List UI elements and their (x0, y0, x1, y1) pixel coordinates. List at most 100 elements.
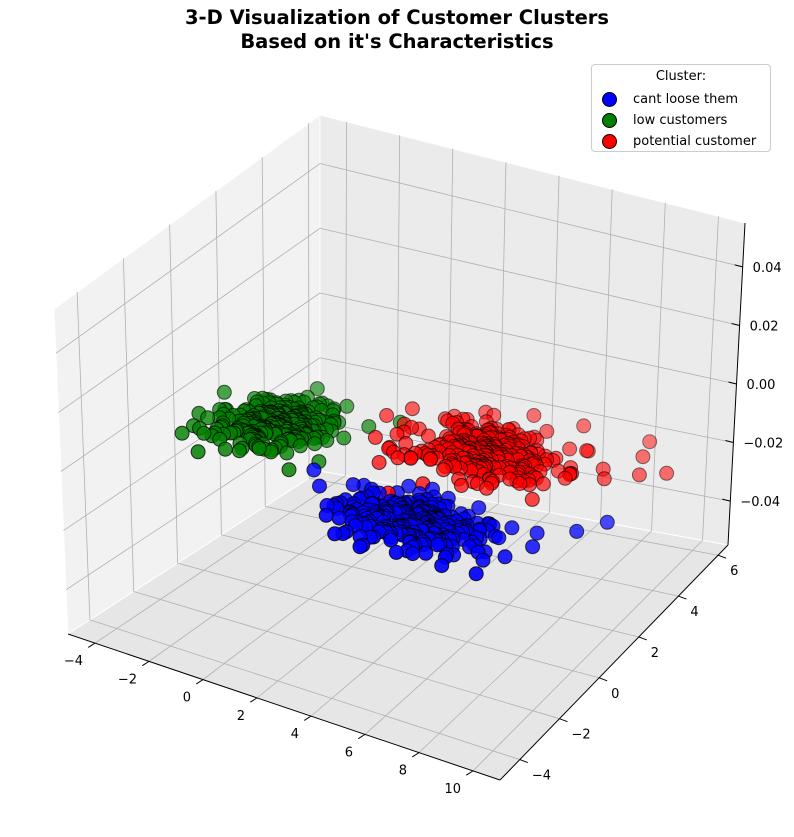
data-point (631, 467, 647, 483)
data-point (562, 441, 578, 457)
data-point (379, 408, 395, 423)
data-point (405, 546, 421, 562)
x-tick-label: 10 (444, 782, 461, 797)
data-point (403, 450, 419, 466)
data-point (468, 566, 484, 582)
data-point (251, 441, 267, 456)
x-tick-label: 6 (345, 745, 353, 760)
x-tick-mark (304, 715, 312, 721)
z-tick-label: 0.04 (753, 261, 782, 276)
y-tick-mark (678, 595, 687, 600)
data-point (512, 476, 528, 491)
legend-item-potential-customer: potential customer (602, 131, 756, 151)
legend-title: Cluster: (655, 69, 707, 84)
y-axis-line (499, 544, 729, 781)
x-grid-line (472, 540, 703, 772)
data-point (327, 526, 343, 542)
z-grid-line-left (55, 163, 321, 354)
legend: Cluster: cant loose them low customers p… (591, 64, 771, 152)
data-point (216, 384, 232, 400)
z-tick-label: −0.04 (740, 495, 780, 510)
data-point (529, 525, 545, 541)
data-point (524, 491, 540, 507)
data-point (436, 462, 451, 478)
data-point (422, 451, 438, 467)
z-grid-line (319, 292, 737, 385)
z-tick-label: 0.00 (747, 378, 776, 393)
data-point (579, 443, 595, 459)
data-point (217, 441, 233, 457)
z-tick-mark (734, 264, 743, 268)
y-tick-mark (559, 718, 568, 723)
data-point (434, 558, 450, 574)
x-grid-line (418, 530, 652, 753)
y-tick-label: 4 (690, 605, 698, 620)
data-point (231, 443, 247, 459)
data-point (642, 434, 658, 450)
data-point (539, 423, 555, 439)
data-point (404, 401, 420, 417)
z-grid-line (319, 357, 734, 443)
chart-title-line-1: 3-D Visualization of Customer Clusters (184, 6, 610, 29)
y-grid-line (133, 591, 560, 720)
data-point (361, 419, 377, 435)
data-point (525, 539, 541, 555)
legend-label: potential customer (633, 133, 757, 149)
y-tick-mark (638, 636, 647, 641)
data-point (318, 507, 334, 523)
x-grid-line (94, 475, 346, 644)
data-point (388, 544, 404, 560)
z-grid-line-left (63, 357, 321, 531)
x-tick-label: 8 (399, 764, 407, 779)
data-points (174, 381, 675, 582)
x-axis-line (67, 633, 501, 781)
data-point (576, 418, 592, 434)
axis-panes (53, 114, 746, 781)
y-tick-label: 6 (730, 564, 738, 579)
y-tick-mark (598, 677, 608, 682)
data-point (281, 462, 297, 478)
data-point (352, 539, 368, 555)
data-point (418, 545, 434, 561)
data-point (479, 480, 495, 496)
data-point (371, 455, 387, 470)
y-tick-label: 2 (651, 646, 659, 661)
x-tick-mark (88, 642, 96, 648)
data-point (196, 425, 212, 441)
data-point (174, 425, 190, 441)
x-grid-line (310, 512, 550, 717)
data-point (190, 444, 206, 460)
x-tick-label: 2 (237, 709, 245, 724)
data-point (307, 436, 323, 452)
data-point (312, 478, 327, 494)
z-tick-mark (731, 322, 740, 326)
y-tick-label: 0 (611, 687, 619, 702)
data-point (200, 410, 216, 426)
z-tick-mark (728, 381, 737, 385)
legend-marker-red (602, 133, 617, 149)
z-grid-line-left (58, 227, 321, 413)
data-point (471, 500, 487, 516)
chart-title-line-2: Based on it's Characteristics (240, 30, 554, 53)
data-point (292, 438, 308, 454)
legend-item-low-customers: low customers (602, 110, 727, 130)
data-point (596, 471, 612, 487)
y-tick-mark (519, 759, 529, 764)
x-tick-mark (466, 770, 474, 776)
y-grid-line (221, 534, 639, 638)
x-tick-mark (358, 733, 366, 740)
data-point (535, 476, 551, 492)
chart-title: 3-D Visualization of Customer Clusters B… (0, 6, 794, 54)
x-tick-label: 0 (183, 691, 191, 706)
z-grid-line (319, 227, 740, 326)
data-point (475, 552, 491, 568)
legend-label: cant loose them (633, 91, 739, 107)
data-point (309, 381, 325, 397)
x-tick-mark (142, 660, 150, 667)
legend-label: low customers (633, 112, 728, 128)
data-point (599, 514, 615, 530)
y-tick-label: −2 (571, 728, 590, 743)
y-grid-line (89, 619, 520, 760)
data-point (491, 530, 507, 546)
data-point (389, 426, 405, 442)
